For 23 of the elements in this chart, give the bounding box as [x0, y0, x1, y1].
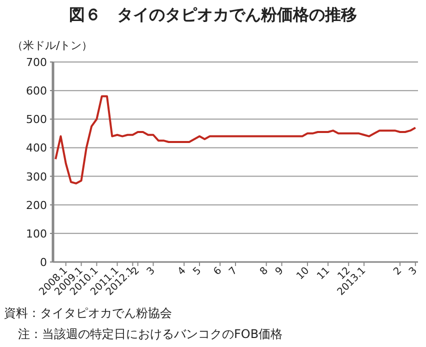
- y-tick-label: 600: [26, 84, 47, 98]
- chart-title: 図６ タイのタピオカでん粉価格の推移: [69, 5, 357, 24]
- y-tick-label: 400: [26, 142, 47, 155]
- x-tick-label: 2: [392, 265, 404, 278]
- x-tick-label: 4: [176, 265, 188, 278]
- x-tick-label: 5: [191, 265, 204, 278]
- x-tick-label: 10: [294, 265, 312, 282]
- x-tick-label: 3: [407, 265, 420, 278]
- y-tick-label: 300: [26, 170, 47, 184]
- y-tick-label: 100: [26, 227, 47, 240]
- text: 資料：タイタピオカでん粉協会: [4, 306, 172, 320]
- y-tick-label: 200: [26, 198, 47, 212]
- x-tick-label: 11: [315, 265, 332, 282]
- y-tick-label: 700: [26, 56, 47, 69]
- y-axis-title: （米ドル/トン）: [12, 39, 93, 52]
- x-tick-label: 6: [212, 265, 224, 278]
- x-tick-label: 3: [145, 265, 158, 278]
- x-tick-label: 7: [227, 265, 240, 278]
- y-tick-label: 0: [40, 256, 47, 269]
- x-tick-label: 8: [258, 265, 270, 278]
- y-tick-label: 500: [26, 113, 47, 126]
- x-tick-label: 9: [274, 265, 286, 278]
- text: 注：当該週の特定日におけるバンコクのFOB価格: [18, 327, 283, 341]
